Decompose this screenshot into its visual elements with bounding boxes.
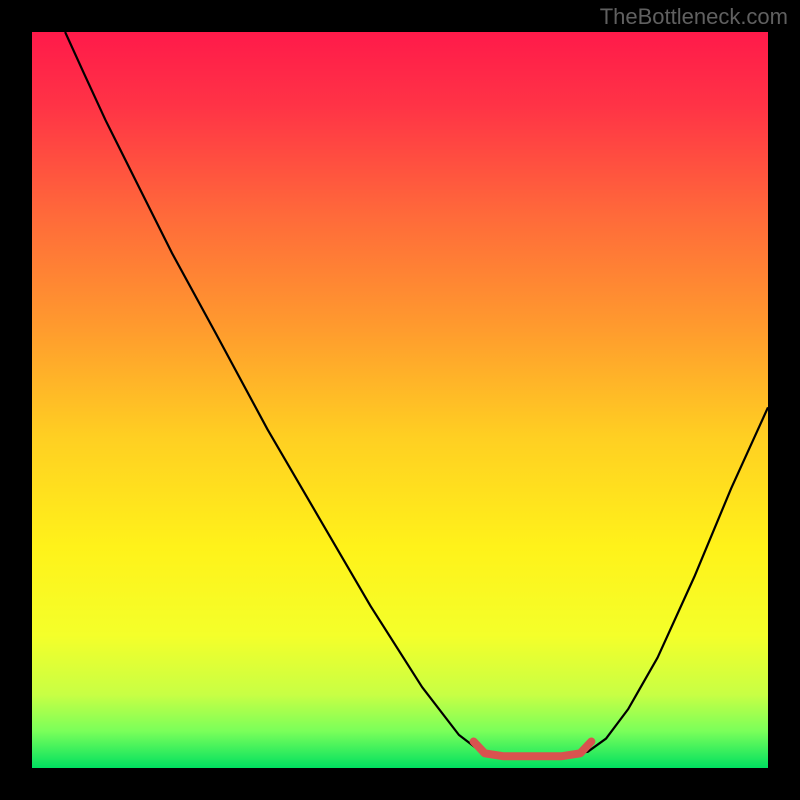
attribution-text: TheBottleneck.com [600, 4, 788, 30]
bottleneck-curve [65, 32, 768, 755]
optimal-range-marker [474, 742, 592, 757]
curve-layer [32, 32, 768, 768]
plot-area [32, 32, 768, 768]
